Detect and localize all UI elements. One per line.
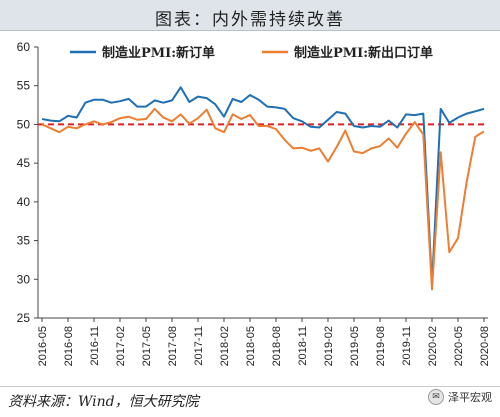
x-tick-label: 2017-02: [115, 326, 127, 366]
x-tick-label: 2019-05: [349, 326, 361, 366]
x-tick-label: 2016-05: [37, 326, 49, 366]
y-tick-label: 35: [17, 234, 31, 248]
watermark-text: 泽平宏观: [448, 391, 492, 404]
x-tick-label: 2018-05: [245, 326, 257, 366]
x-tick-label: 2017-08: [167, 326, 179, 366]
legend-label-new-export-orders: 制造业PMI:新出口订单: [294, 45, 433, 61]
x-tick-label: 2017-05: [141, 326, 153, 366]
source-note: 资料来源：Wind，恒大研究院: [8, 394, 199, 410]
series-new-export-orders-line: [41, 107, 485, 291]
x-tick-label: 2020-08: [479, 326, 491, 366]
x-tick-label: 2019-02: [323, 326, 335, 366]
wechat-icon: ✉: [428, 389, 444, 405]
y-tick-label: 25: [17, 311, 31, 325]
y-tick-label: 60: [17, 40, 31, 54]
y-tick-label: 45: [17, 156, 31, 170]
x-tick-label: 2020-05: [453, 326, 465, 366]
y-tick-label: 55: [17, 79, 31, 93]
x-tick-label: 2016-11: [89, 326, 101, 366]
legend-label-new-orders: 制造业PMI:新订单: [102, 45, 215, 61]
x-tick-label: 2019-11: [401, 326, 413, 366]
x-tick-label: 2018-11: [297, 326, 309, 366]
series-new-orders-line: [41, 86, 485, 286]
x-tick-label: 2019-08: [375, 326, 387, 366]
pmi-line-chart: 25 30 35 40 45 50 55 60 2016-05 2016-08 2016-11 201…: [17, 40, 491, 366]
y-tick-label: 30: [17, 272, 31, 286]
y-tick-label: 50: [17, 117, 31, 131]
chart-title: 图表：内外需持续改善: [155, 10, 345, 30]
x-tick-label: 2018-02: [219, 326, 231, 366]
x-tick-label: 2020-02: [427, 326, 439, 366]
x-tick-label: 2016-08: [63, 326, 75, 366]
x-tick-label: 2018-08: [271, 326, 283, 366]
title-bar: 图表：内外需持续改善: [0, 0, 500, 31]
footer-divider: [0, 386, 500, 387]
watermark: ✉ 泽平宏观: [428, 389, 492, 405]
y-tick-label: 40: [17, 195, 31, 209]
x-tick-label: 2017-11: [193, 326, 205, 366]
